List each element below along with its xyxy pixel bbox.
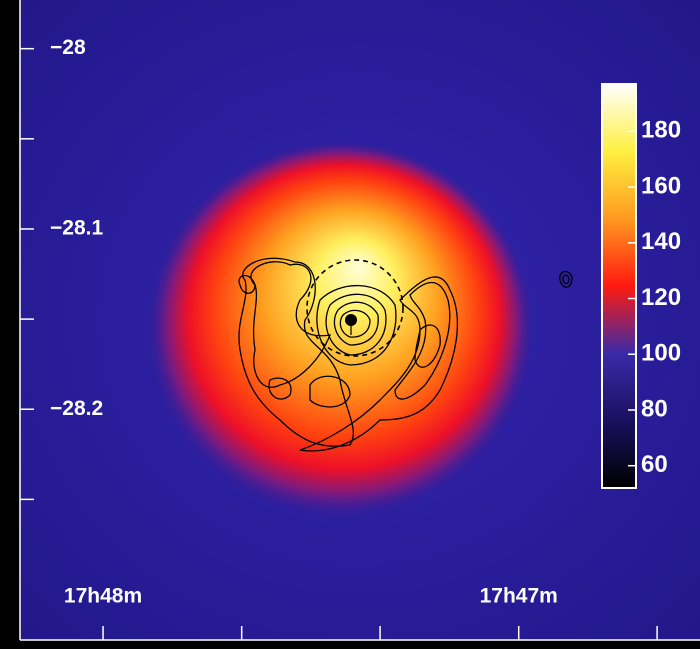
emission-blob xyxy=(145,140,535,520)
y-tick-label: −28 xyxy=(50,36,86,59)
colorbar-tick-label: 100 xyxy=(641,340,681,367)
colorbar xyxy=(602,84,636,488)
y-tick-label: −28.2 xyxy=(50,397,103,420)
colorbar-tick-label: 160 xyxy=(641,172,681,199)
colorbar-tick-label: 120 xyxy=(641,284,681,311)
chart: −28 −28.1 −28.2 17h48m 17h47m 60 80 100 120 140 16… xyxy=(0,0,700,649)
x-tick-label: 17h47m xyxy=(480,585,558,608)
colorbar-tick-label: 180 xyxy=(641,117,681,144)
y-tick-label: −28.1 xyxy=(50,217,103,240)
colorbar-tick-label: 140 xyxy=(641,228,681,255)
colorbar-tick-label: 80 xyxy=(641,395,668,422)
colorbar-tick-label: 60 xyxy=(641,451,668,478)
x-tick-label: 17h48m xyxy=(64,585,142,608)
